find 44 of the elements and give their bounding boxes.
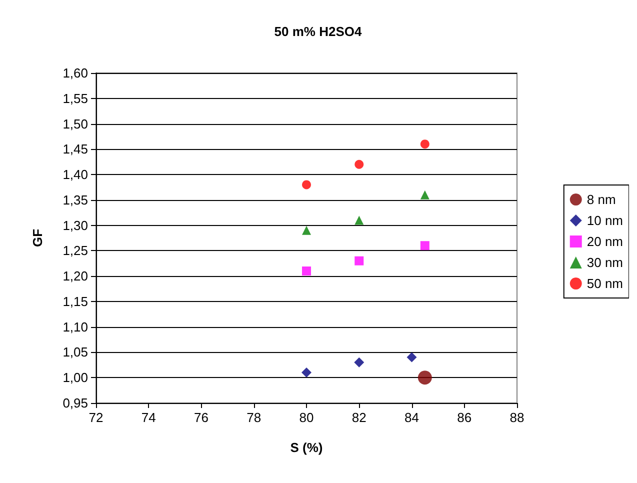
x-axis-title: S (%)	[290, 440, 323, 455]
point	[302, 180, 311, 190]
y-tick-label: 1,35	[62, 192, 88, 208]
chart-title: 50 m% H2SO4	[274, 24, 362, 39]
x-tick-label: 82	[352, 410, 366, 425]
y-tick-label: 1,50	[62, 116, 88, 132]
y-tick-label: 1,15	[62, 294, 88, 309]
y-tick-label: 1,20	[62, 268, 88, 284]
point	[354, 256, 364, 266]
y-tick-label: 1,60	[62, 66, 88, 80]
legend-label: 30 nm	[586, 255, 624, 270]
point	[420, 190, 430, 200]
y-tick-label: 1,30	[62, 218, 88, 233]
point	[406, 352, 417, 362]
y-tick-label: 1,10	[62, 319, 88, 334]
point	[302, 226, 311, 235]
x-tick-label: 72	[88, 410, 104, 425]
legend-label: 8 nm	[586, 192, 616, 207]
point	[354, 357, 364, 368]
point	[420, 241, 430, 250]
point	[354, 160, 364, 169]
legend-label: 20 nm	[586, 234, 624, 249]
point	[302, 368, 312, 378]
point	[418, 370, 432, 385]
x-tick-label: 76	[194, 410, 208, 425]
y-axis-title: GF	[30, 228, 45, 248]
x-tick-label: 74	[141, 410, 156, 425]
x-tick-label: 84	[404, 410, 419, 425]
x-tick-label: 86	[457, 410, 472, 425]
point	[354, 216, 364, 225]
y-tick-label: 1,05	[62, 344, 88, 360]
y-tick-label: 1,45	[62, 142, 88, 157]
point	[420, 140, 430, 149]
y-tick-label: 0,95	[62, 396, 88, 410]
x-tick-label: 88	[510, 410, 524, 425]
y-tick-label: 1,55	[62, 90, 88, 106]
legend-label: 50 nm	[586, 276, 624, 291]
x-tick-label: 78	[246, 410, 262, 425]
x-tick-label: 80	[299, 410, 314, 425]
point	[302, 266, 311, 276]
y-tick-label: 1,25	[62, 243, 88, 258]
y-tick-label: 1,00	[62, 370, 88, 386]
legend-label: 10 nm	[586, 213, 624, 228]
y-tick-label: 1,40	[62, 167, 88, 182]
